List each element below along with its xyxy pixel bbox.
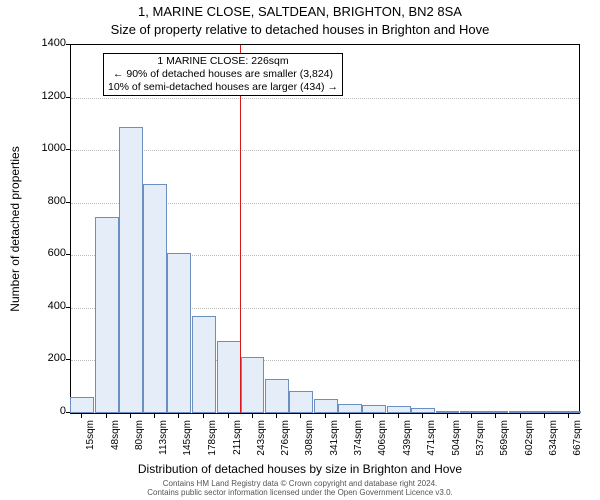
histogram-bar [192,316,216,413]
xtick-label: 145sqm [182,420,193,468]
ytick-mark [66,97,70,98]
annot-line-1: 1 MARINE CLOSE: 226sqm [157,55,288,67]
ytick-label: 600 [16,247,66,259]
xtick-label: 439sqm [402,420,413,468]
xtick-label: 48sqm [110,420,121,468]
title-line-2: Size of property relative to detached ho… [0,22,600,37]
xtick-label: 15sqm [85,420,96,468]
xtick-mark [300,414,301,418]
xtick-mark [252,414,253,418]
histogram-bar [70,397,94,413]
ytick-label: 200 [16,352,66,364]
histogram-bar [387,406,411,413]
xtick-label: 308sqm [304,420,315,468]
xtick-label: 80sqm [134,420,145,468]
histogram-bar [484,411,508,413]
histogram-bar [241,357,265,414]
xtick-label: 667sqm [572,420,583,468]
marker-line [240,45,241,413]
xtick-mark [325,414,326,418]
xtick-mark [520,414,521,418]
xtick-label: 602sqm [524,420,535,468]
histogram-bar [95,217,119,413]
xtick-mark [178,414,179,418]
xtick-label: 178sqm [207,420,218,468]
annot-line-2: ← 90% of detached houses are smaller (3,… [113,68,333,80]
xtick-label: 634sqm [548,420,559,468]
annotation-box: 1 MARINE CLOSE: 226sqm← 90% of detached … [103,53,343,96]
xtick-mark [398,414,399,418]
ytick-mark [66,359,70,360]
histogram-bar [362,405,386,413]
histogram-bar [265,379,289,413]
gridline [71,98,579,99]
histogram-bar [143,184,167,413]
xtick-mark [495,414,496,418]
histogram-bar [509,411,533,413]
xtick-mark [447,414,448,418]
footer-attribution: Contains HM Land Registry data © Crown c… [0,479,600,498]
histogram-bar [167,253,191,413]
xtick-mark [349,414,350,418]
xtick-mark [544,414,545,418]
xtick-label: 341sqm [329,420,340,468]
footer-line-2: Contains public sector information licen… [147,488,453,497]
title-line-1: 1, MARINE CLOSE, SALTDEAN, BRIGHTON, BN2… [0,4,600,19]
histogram-bar [314,399,338,413]
xtick-mark [81,414,82,418]
ytick-label: 800 [16,195,66,207]
histogram-bar [119,127,143,414]
xtick-label: 471sqm [426,420,437,468]
xtick-label: 113sqm [158,420,169,468]
ytick-label: 1200 [16,90,66,102]
ytick-mark [66,254,70,255]
ytick-mark [66,44,70,45]
ytick-label: 400 [16,300,66,312]
histogram-bar [217,341,241,413]
histogram-bar [411,408,435,413]
xtick-label: 504sqm [451,420,462,468]
xtick-label: 537sqm [475,420,486,468]
xtick-mark [154,414,155,418]
xtick-label: 406sqm [377,420,388,468]
ytick-label: 0 [16,405,66,417]
histogram-plot: 1 MARINE CLOSE: 226sqm← 90% of detached … [70,44,580,414]
xtick-mark [106,414,107,418]
xtick-mark [203,414,204,418]
ytick-mark [66,149,70,150]
histogram-bar [460,411,484,413]
xtick-mark [373,414,374,418]
ytick-mark [66,202,70,203]
histogram-bar [338,404,362,413]
gridline [71,150,579,151]
xtick-label: 569sqm [499,420,510,468]
xtick-mark [471,414,472,418]
histogram-bar [557,411,581,413]
histogram-bar [533,411,557,413]
xtick-label: 374sqm [353,420,364,468]
histogram-bar [289,391,313,413]
xtick-label: 276sqm [280,420,291,468]
xtick-mark [276,414,277,418]
xtick-mark [422,414,423,418]
xtick-label: 243sqm [256,420,267,468]
histogram-bar [436,411,460,413]
xtick-label: 211sqm [232,420,243,468]
ytick-label: 1400 [16,37,66,49]
footer-line-1: Contains HM Land Registry data © Crown c… [163,479,438,488]
annot-line-3: 10% of semi-detached houses are larger (… [108,81,338,93]
ytick-label: 1000 [16,142,66,154]
xtick-mark [228,414,229,418]
ytick-mark [66,412,70,413]
xtick-mark [568,414,569,418]
y-axis-label: Number of detached properties [8,146,22,311]
xtick-mark [130,414,131,418]
ytick-mark [66,307,70,308]
